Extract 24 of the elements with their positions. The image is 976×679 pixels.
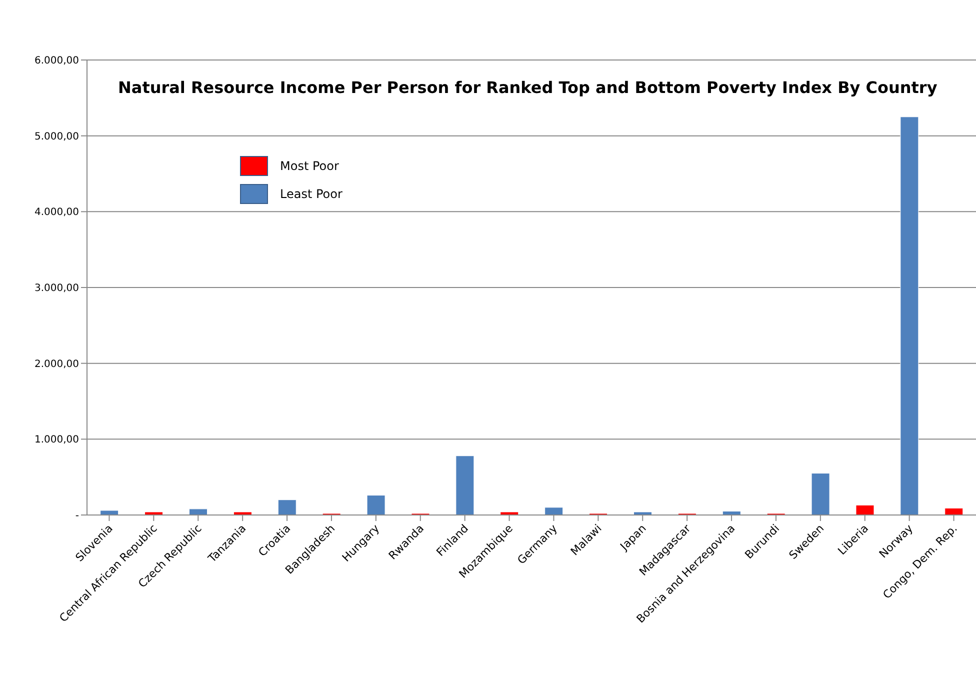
bar bbox=[100, 510, 119, 515]
legend-label: Most Poor bbox=[280, 159, 339, 173]
bar bbox=[233, 512, 252, 515]
y-tick-label: 4.000,00 bbox=[34, 207, 79, 218]
y-tick-label: 2.000,00 bbox=[34, 358, 79, 370]
legend-label: Least Poor bbox=[280, 187, 342, 201]
bar bbox=[366, 495, 386, 515]
bar bbox=[456, 456, 474, 515]
bar bbox=[144, 512, 164, 515]
bar bbox=[811, 473, 830, 515]
y-tick-label: 6.000,00 bbox=[34, 56, 79, 67]
bar bbox=[188, 508, 208, 515]
y-tick-label: - bbox=[75, 510, 80, 522]
bar bbox=[856, 504, 874, 515]
bar bbox=[278, 500, 296, 515]
y-tick-label: 5.000,00 bbox=[34, 131, 79, 142]
text: Natural Resource Income Per Person for Ranked Top and Bottom Poverty Index By Country bbox=[118, 78, 938, 97]
bar bbox=[944, 508, 964, 515]
bar bbox=[633, 512, 652, 515]
bar bbox=[544, 507, 564, 515]
bar bbox=[900, 116, 919, 515]
y-tick-label: 3.000,00 bbox=[34, 283, 79, 294]
bar bbox=[500, 512, 519, 515]
y-tick-label: 1.000,00 bbox=[34, 434, 79, 446]
